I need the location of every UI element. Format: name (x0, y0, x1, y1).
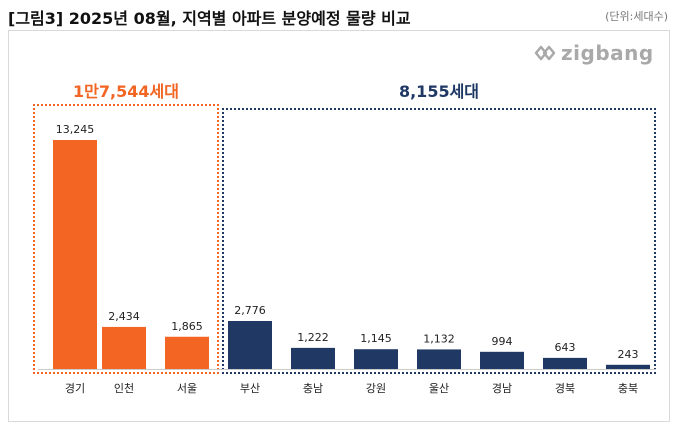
category-label-1: 인천 (114, 381, 134, 395)
value-label-6: 1,132 (423, 332, 455, 345)
value-label-5: 1,145 (360, 332, 392, 345)
value-label-7: 994 (492, 335, 513, 348)
unit-label: (단위:세대수) (605, 10, 668, 23)
category-label-4: 충남 (303, 382, 323, 395)
category-label-8: 경북 (555, 382, 575, 395)
bar-9 (606, 364, 650, 369)
logo-text: zigbang (561, 41, 654, 65)
zigbang-logo: zigbang (533, 40, 663, 66)
bar-0 (53, 140, 97, 369)
bar-2 (165, 336, 209, 369)
category-label-3: 부산 (240, 382, 260, 395)
category-label-5: 강원 (366, 382, 386, 395)
category-label-9: 충북 (618, 382, 638, 395)
value-label-9: 243 (618, 348, 639, 361)
bar-5 (354, 349, 398, 369)
capital-group-box (33, 104, 219, 374)
other-group-total: 8,155세대 (398, 82, 480, 101)
value-label-1: 2,434 (108, 310, 140, 323)
bar-8 (543, 357, 587, 369)
value-label-3: 2,776 (234, 304, 266, 317)
value-label-8: 643 (555, 341, 576, 354)
zigbang-logo-icon (534, 45, 556, 61)
chart-title: [그림3] 2025년 08월, 지역별 아파트 분양예정 물량 비교 (8, 9, 411, 28)
bar-6 (417, 349, 461, 369)
capital-group-total: 1만7,544세대 (73, 82, 179, 101)
bar-1 (102, 326, 146, 369)
category-label-6: 울산 (429, 382, 449, 395)
chart-frame (8, 30, 670, 422)
other-group-box (222, 108, 656, 374)
value-label-0: 13,245 (56, 123, 95, 136)
bar-3 (228, 321, 272, 369)
category-label-7: 경남 (492, 382, 512, 395)
value-label-2: 1,865 (171, 320, 203, 333)
bar-7 (480, 351, 524, 369)
category-label-0: 경기 (65, 382, 85, 395)
bar-4 (291, 347, 335, 369)
value-label-4: 1,222 (297, 331, 329, 344)
category-label-2: 서울 (177, 382, 197, 395)
